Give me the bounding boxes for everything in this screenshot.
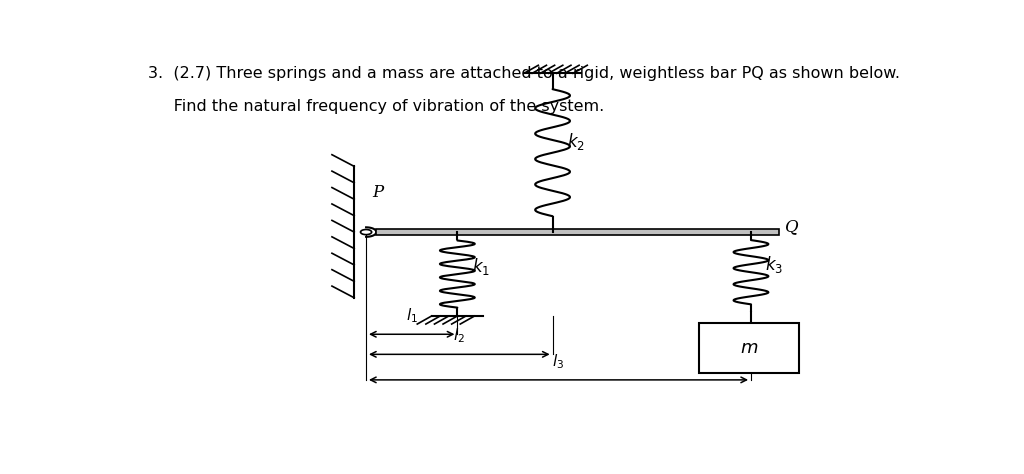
Text: Q: Q: [785, 218, 799, 235]
Circle shape: [360, 229, 372, 235]
Text: $l_3$: $l_3$: [553, 352, 564, 371]
Text: 3.  (2.7) Three springs and a mass are attached to a rigid, weightless bar PQ as: 3. (2.7) Three springs and a mass are at…: [147, 66, 900, 81]
Text: $k_3$: $k_3$: [765, 255, 783, 275]
Text: Find the natural frequency of vibration of the system.: Find the natural frequency of vibration …: [147, 99, 604, 114]
Text: $l_2$: $l_2$: [454, 327, 465, 345]
Text: $k_1$: $k_1$: [472, 256, 489, 277]
Bar: [699, 323, 799, 373]
Text: $k_2$: $k_2$: [567, 131, 585, 152]
Text: $l_1$: $l_1$: [406, 306, 418, 325]
Text: P: P: [373, 184, 384, 201]
Bar: [377, 229, 778, 236]
Text: $m$: $m$: [739, 339, 758, 357]
